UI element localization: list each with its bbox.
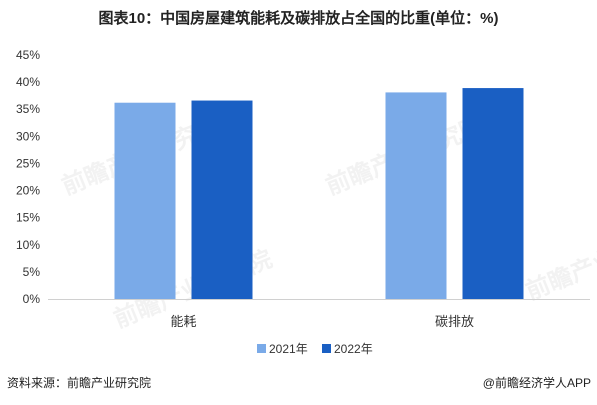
y-tick-label: 30% [16,129,40,143]
legend: 2021年 2022年 [257,342,373,356]
y-tick-label: 45% [16,48,40,62]
bars [114,88,524,300]
y-tick-label: 10% [16,238,40,252]
x-axis: 能耗 碳排放 [170,314,474,329]
bar [385,92,447,299]
y-tick-label: 20% [16,184,40,198]
bar [462,88,524,299]
legend-label: 2021年 [269,342,308,356]
bar [191,100,253,300]
legend-label: 2022年 [334,342,373,356]
y-tick-label: 15% [16,211,40,225]
y-tick-label: 40% [16,75,40,89]
y-tick-label: 25% [16,156,40,170]
watermark-text: 前瞻产业研究院 [522,217,597,306]
legend-swatch [257,344,266,353]
y-axis: 0% 5% 10% 15% 20% 25% 30% 35% 40% 45% [16,48,40,306]
y-tick-label: 35% [16,102,40,116]
legend-swatch [322,344,331,353]
chart-title: 图表10：中国房屋建筑能耗及碳排放占全国的比重(单位：%) [98,10,499,27]
brand-label: @前瞻经济学人APP [482,376,591,390]
source-note: 资料来源：前瞻产业研究院 [7,376,152,390]
x-tick-label: 碳排放 [435,314,474,329]
bar [114,102,176,300]
y-tick-label: 5% [23,265,41,279]
x-tick-label: 能耗 [170,314,196,329]
y-tick-label: 0% [23,292,41,306]
